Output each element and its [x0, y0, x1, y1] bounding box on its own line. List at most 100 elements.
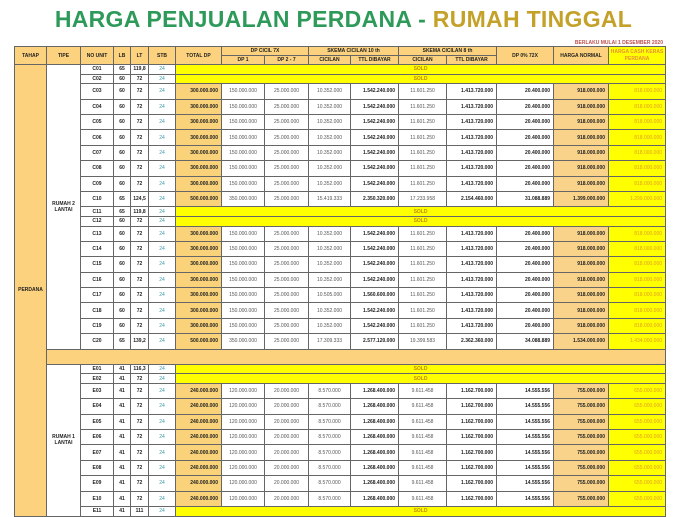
- lb-cell: 65: [113, 190, 131, 208]
- unit-cell: E08: [80, 459, 114, 477]
- ttl-dibayar-10-cell: 1.268.400.000: [349, 459, 400, 477]
- dp2-7-cell: 25.000.000: [264, 144, 309, 162]
- harga-normal-cell: 755.000.000: [553, 444, 610, 461]
- dp1-cell: 120.000.000: [221, 428, 265, 446]
- lt-cell: 72: [130, 382, 149, 400]
- cicilan-8-cell: 11.601.250: [398, 317, 448, 335]
- dp0-cell: 20.400.000: [496, 160, 555, 177]
- ttl-dibayar-8-cell: 1.413.720.000: [446, 83, 498, 100]
- stb-cell: 24: [148, 444, 176, 461]
- unit-cell: C18: [80, 302, 114, 319]
- stb-cell: 24: [148, 160, 176, 177]
- dp1-cell: 120.000.000: [221, 490, 265, 507]
- ttl-dibayar-10-cell: 1.542.240.000: [349, 225, 400, 242]
- table-row: C18 60 72 24 300.000.000 150.000.000 25.000.00…: [15, 302, 667, 319]
- lb-cell: 60: [113, 240, 131, 258]
- stb-cell: 24: [148, 475, 176, 492]
- lt-cell: 72: [130, 271, 149, 289]
- header-harga-normal: HARGA NORMAL: [553, 46, 610, 65]
- stb-cell: 24: [148, 428, 176, 446]
- harga-normal-cell: 755.000.000: [553, 475, 610, 492]
- separator-row: [15, 348, 667, 365]
- lb-cell: 41: [113, 444, 131, 461]
- harga-normal-cell: 918.000.000: [553, 113, 610, 131]
- harga-normal-cell: 918.000.000: [553, 175, 610, 192]
- cicilan-8-cell: 11.601.250: [398, 83, 448, 100]
- lt-cell: 139,2: [130, 333, 149, 350]
- dp1-cell: 150.000.000: [221, 302, 265, 319]
- ttl-dibayar-10-cell: 1.542.240.000: [349, 271, 400, 289]
- unit-cell: E11: [80, 505, 114, 517]
- harga-normal-cell: 918.000.000: [553, 129, 610, 146]
- dp2-7-cell: 20.000.000: [264, 444, 309, 461]
- header-dp-cicil: DP CICIL 7X: [221, 46, 309, 56]
- dp1-cell: 150.000.000: [221, 175, 265, 192]
- stb-cell: 24: [148, 144, 176, 162]
- lt-cell: 72: [130, 413, 149, 430]
- dp2-7-cell: 20.000.000: [264, 382, 309, 400]
- harga-cash-cell: 818.000.000: [608, 144, 667, 162]
- dp2-7-cell: 25.000.000: [264, 287, 309, 304]
- unit-cell: E06: [80, 428, 114, 446]
- sold-label: SOLD: [174, 206, 667, 217]
- table-row: C11 65 119,8 24 SOLD: [15, 206, 667, 217]
- lt-cell: 72: [130, 73, 149, 85]
- harga-normal-cell: 1.534.000.000: [553, 333, 610, 350]
- dp0-cell: 20.400.000: [496, 113, 555, 131]
- table-row: C03 60 72 24 300.000.000 150.000.000 25.000.00…: [15, 83, 667, 100]
- lt-cell: 116,3: [130, 363, 149, 375]
- harga-cash-cell: 818.000.000: [608, 83, 667, 100]
- cicilan-10-cell: 10.352.000: [308, 317, 351, 335]
- unit-cell: C09: [80, 175, 114, 192]
- dp0-cell: 14.555.556: [496, 444, 555, 461]
- table-row: C10 65 124,5 24 500.000.000 350.000.000 25.000…: [15, 190, 667, 208]
- total-dp-cell: 300.000.000: [175, 225, 222, 242]
- stb-cell: 24: [148, 413, 176, 430]
- dp0-cell: 20.400.000: [496, 271, 555, 289]
- cicilan-10-cell: 8.570.000: [308, 428, 351, 446]
- dp1-cell: 150.000.000: [221, 317, 265, 335]
- lt-cell: 119,8: [130, 64, 149, 75]
- dp2-7-cell: 25.000.000: [264, 190, 309, 208]
- sold-label: SOLD: [174, 373, 667, 384]
- cicilan-8-cell: 11.601.250: [398, 144, 448, 162]
- cicilan-8-cell: 11.601.250: [398, 175, 448, 192]
- sold-label: SOLD: [174, 73, 667, 85]
- table-row: E10 41 72 24 240.000.000 120.000.000 20.000.00…: [15, 490, 667, 507]
- lb-cell: 60: [113, 129, 131, 146]
- harga-normal-cell: 918.000.000: [553, 302, 610, 319]
- dp2-7-cell: 25.000.000: [264, 129, 309, 146]
- ttl-dibayar-8-cell: 2.154.460.000: [446, 190, 498, 208]
- dp0-cell: 20.400.000: [496, 83, 555, 100]
- lb-cell: 60: [113, 287, 131, 304]
- dp1-cell: 150.000.000: [221, 256, 265, 273]
- dp2-7-cell: 20.000.000: [264, 413, 309, 430]
- lb-cell: 41: [113, 413, 131, 430]
- total-dp-cell: 300.000.000: [175, 129, 222, 146]
- tipe-cell: RUMAH 1 LANTAI: [46, 363, 81, 517]
- lb-cell: 41: [113, 505, 131, 517]
- lt-cell: 72: [130, 215, 149, 227]
- header-total-dp: TOTAL DP: [175, 46, 222, 65]
- table-row: E02 41 72 24 SOLD: [15, 373, 667, 384]
- dp0-cell: 34.088.889: [496, 333, 555, 350]
- harga-cash-cell: 818.000.000: [608, 240, 667, 258]
- unit-cell: C04: [80, 98, 114, 115]
- stb-cell: 24: [148, 215, 176, 227]
- header-skema-10: SKEMA CICILAN 10 th: [307, 46, 400, 56]
- dp1-cell: 150.000.000: [221, 144, 265, 162]
- cicilan-8-cell: 9.611.458: [398, 413, 448, 430]
- total-dp-cell: 300.000.000: [175, 98, 222, 115]
- ttl-dibayar-10-cell: 1.542.240.000: [349, 240, 400, 258]
- cicilan-8-cell: 9.611.458: [398, 490, 448, 507]
- lb-cell: 60: [113, 317, 131, 335]
- stb-cell: 24: [148, 175, 176, 192]
- lb-cell: 65: [113, 64, 131, 75]
- table-row: C17 60 72 24 300.000.000 150.000.000 25.000.00…: [15, 287, 667, 304]
- cicilan-8-cell: 9.611.458: [398, 444, 448, 461]
- lt-cell: 72: [130, 428, 149, 446]
- unit-cell: C14: [80, 240, 114, 258]
- harga-cash-cell: 818.000.000: [608, 271, 667, 289]
- harga-normal-cell: 755.000.000: [553, 398, 610, 415]
- lt-cell: 72: [130, 98, 149, 115]
